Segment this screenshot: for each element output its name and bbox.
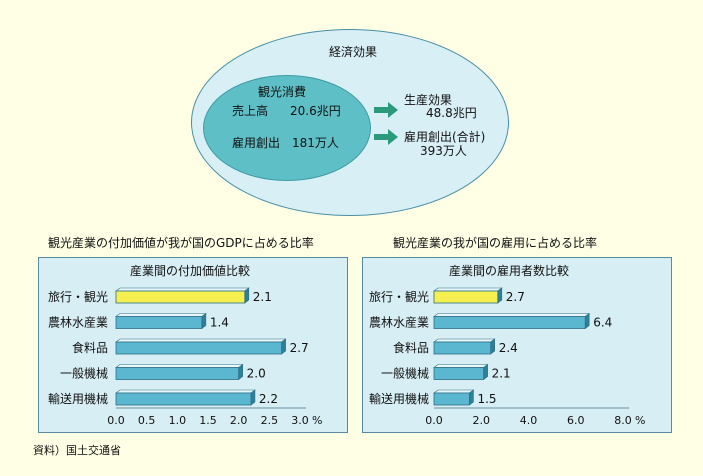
chart1-title: 観光産業の付加価値が我が国のGDPに占める比率 [48, 236, 314, 250]
chart1-bar [115, 290, 246, 304]
chart1-tick-label: 2.5 [261, 414, 279, 427]
chart2-value-label: 2.4 [499, 341, 518, 355]
chart1-bar [115, 392, 252, 406]
total-employment-label: 雇用創出(合計) [404, 130, 486, 144]
chart1-value-label: 2.2 [259, 392, 278, 406]
tourism-consumption-ellipse [203, 75, 371, 181]
chart2-unit-label: % [635, 414, 645, 427]
chart2-category-label: 農林水産業 [369, 315, 429, 330]
chart2-tick-label: 0.0 [425, 414, 443, 427]
chart2-title: 観光産業の我が国の雇用に占める比率 [393, 236, 598, 250]
chart2-bar-top [433, 338, 496, 343]
chart2-category-label: 輸送用機械 [369, 391, 429, 406]
chart1-tick-label: 0.5 [138, 414, 156, 427]
chart2-value-label: 1.5 [477, 392, 496, 406]
chart1-tick-label: 1.0 [169, 414, 187, 427]
arrows-group [374, 102, 398, 145]
chart1-category-label: 農林水産業 [48, 315, 108, 330]
arrow-right-icon [374, 129, 398, 145]
chart1-value-label: 2.7 [290, 341, 309, 355]
chart2-bar-top [433, 364, 489, 368]
chart1-bar [115, 341, 283, 355]
chart1-tick-label: 0.0 [107, 414, 125, 427]
chart2-tick-label: 4.0 [520, 414, 538, 427]
total-employment-value: 393万人 [420, 144, 467, 158]
chart1-value-label: 2.0 [247, 367, 266, 381]
chart2-tick-label: 8.0 [614, 414, 632, 427]
chart2-value-label: 2.7 [506, 290, 525, 304]
source-note: 資料）国土交通省 [33, 444, 121, 457]
chart2-bar-side [469, 389, 474, 406]
chart2-bar-side [483, 363, 488, 381]
production-effect-value: 48.8兆円 [426, 106, 477, 120]
chart2-value-label: 6.4 [593, 316, 612, 330]
chart2-bar-top [433, 389, 475, 394]
chart2-category-label: 旅行・観光 [369, 290, 429, 304]
chart2-bar [433, 341, 492, 355]
chart2-category-label: 食料品 [393, 340, 429, 355]
production-effect-label: 生産効果 [404, 93, 453, 107]
chart1-category-label: 輸送用機械 [48, 391, 108, 406]
chart2-tick-label: 6.0 [567, 414, 585, 427]
chart2-bar [433, 316, 586, 329]
chart2-tick-label: 2.0 [473, 414, 491, 427]
chart1-tick-label: 2.0 [230, 414, 248, 427]
chart1-category-label: 食料品 [72, 340, 108, 355]
chart2-bar [433, 367, 485, 380]
economic-effect-title: 経済効果 [329, 45, 378, 59]
chart1-value-label: 2.1 [253, 290, 272, 304]
employment-label: 雇用創出 [232, 136, 281, 150]
chart2-subtitle: 産業間の雇用者数比較 [449, 263, 569, 278]
chart1-subtitle: 産業間の付加価値比較 [130, 263, 250, 278]
chart2-bar-side [584, 312, 590, 330]
chart2-value-label: 2.1 [492, 367, 511, 381]
chart2-panel [362, 257, 672, 433]
chart2-bar-side [497, 287, 503, 304]
chart1-category-label: 旅行・観光 [48, 290, 108, 304]
chart1-bar [115, 316, 203, 329]
tourism-consumption-title: 観光消費 [258, 85, 307, 99]
chart1-tick-label: 3.0 [291, 414, 309, 427]
employment-value: 181万人 [292, 136, 339, 150]
chart1-tick-label: 1.5 [199, 414, 217, 427]
chart2-bar [433, 392, 470, 406]
chart1-category-label: 一般機械 [60, 366, 108, 381]
chart1-value-label: 1.4 [210, 316, 229, 330]
arrow-right-icon [374, 102, 398, 118]
sales-value: 20.6兆円 [290, 104, 341, 118]
chart2-bar-side [490, 338, 496, 355]
chart2-category-label: 一般機械 [381, 366, 429, 381]
chart1-unit-label: % [312, 414, 322, 427]
chart2-bar-top [433, 313, 591, 317]
chart2-bar-top [433, 287, 503, 292]
sales-label: 売上高 [232, 104, 269, 118]
chart1-bar [115, 367, 240, 380]
chart2-bar [433, 290, 499, 304]
